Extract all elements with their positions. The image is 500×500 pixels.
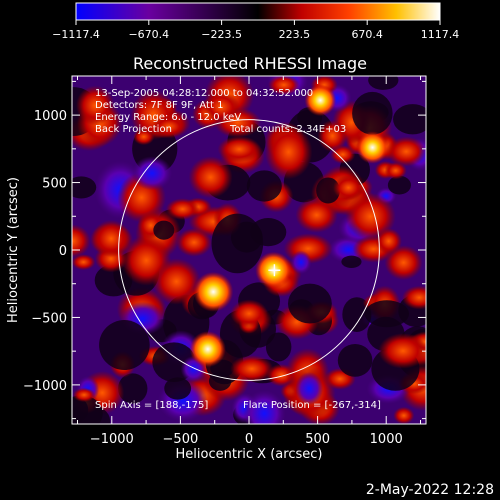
heatmap-warm-patch	[264, 124, 313, 180]
plot-timestamp: 2-May-2022 12:28	[366, 482, 494, 498]
colorbar-tick-label: 670.4	[351, 28, 383, 41]
heatmap-dark-patch	[265, 332, 292, 362]
heatmap-warm-patch	[75, 85, 115, 126]
annotation-method: Back Projection	[95, 124, 172, 135]
heatmap-warm-patch	[188, 156, 233, 199]
heatmap-dark-patch	[72, 395, 103, 424]
heatmap-warm-patch	[176, 228, 212, 257]
heatmap-dark-patch	[246, 170, 282, 202]
bright-source	[356, 131, 389, 164]
annotation-flare-position: Flare Position = [-267,-314]	[243, 400, 381, 411]
heatmap-cold-patch	[290, 250, 312, 275]
y-tick-label: 1000	[34, 109, 67, 124]
x-tick-label: 0	[245, 432, 253, 447]
annotation-block: 13-Sep-2005 04:28:12.000 to 04:32:52.000…	[95, 88, 381, 411]
colorbar-tick-label: −670.4	[128, 28, 169, 41]
x-tick-label: −500	[163, 432, 199, 447]
colorbar: −1117.4 −670.4 −223.5 223.5 670.4 1117.4	[52, 2, 459, 41]
annotation-time-range: 13-Sep-2005 04:28:12.000 to 04:32:52.000	[95, 88, 313, 99]
heatmap-dark-patch	[211, 213, 264, 274]
heatmap-warm-patch	[152, 115, 187, 138]
heatmap-dark-patch	[364, 300, 410, 328]
y-tick-label: −500	[31, 311, 67, 326]
heatmap-warm-patch	[165, 198, 200, 220]
heatmap-warm-patch	[91, 220, 131, 258]
x-tick-label: 500	[305, 432, 330, 447]
heatmap-warm-patch	[72, 224, 91, 258]
heatmap-dark-patch	[72, 176, 97, 199]
heatmap-dark-patch	[387, 175, 411, 195]
heatmap-warm-patch	[230, 355, 274, 383]
colorbar-tick-label: 223.5	[279, 28, 311, 41]
heatmap-cold-patch	[295, 371, 324, 406]
annotation-total-counts: Total counts: 2.34E+03	[229, 124, 346, 135]
heatmap-dark-patch	[287, 283, 332, 324]
heatmap-warm-patch	[378, 333, 426, 369]
heatmap-warm-patch	[384, 245, 423, 280]
y-tick-label: 0	[59, 244, 67, 259]
heatmap-dark-patch	[393, 104, 426, 135]
x-tick-label: −1000	[90, 432, 134, 447]
heatmap-dark-patch	[118, 373, 148, 404]
colorbar-tick-label: 1117.4	[421, 28, 460, 41]
y-tick-label: 500	[42, 177, 67, 192]
annotation-spin-axis: Spin Axis = [188,-175]	[95, 400, 208, 411]
heatmap-warm-patch	[133, 128, 155, 146]
annotation-detectors: Detectors: 7F 8F 9F, Att 1	[95, 100, 223, 111]
heatmap-warm-patch	[401, 285, 426, 310]
chart-title: Reconstructed RHESSI Image	[133, 54, 367, 73]
colorbar-tick-label: −223.5	[201, 28, 242, 41]
heatmap-cold-patch	[131, 156, 173, 191]
heatmap-dark-patch	[368, 76, 399, 90]
heatmap-dark-patch	[352, 91, 393, 135]
annotation-energy-range: Energy Range: 6.0 - 12.0 keV	[95, 112, 241, 123]
bright-source	[193, 271, 234, 312]
colorbar-ticks: −1117.4 −670.4 −223.5 223.5 670.4 1117.4	[52, 20, 459, 41]
heatmap-warm-patch	[217, 136, 261, 163]
bright-source	[189, 331, 226, 368]
y-tick-label: −1000	[23, 379, 67, 394]
heatmap-image	[72, 76, 426, 424]
heatmap-dark-patch	[164, 377, 192, 400]
heatmap-warm-patch	[202, 91, 240, 122]
heatmap-warm-patch	[384, 161, 407, 180]
heatmap-warm-patch	[72, 387, 96, 403]
colorbar-gradient	[75, 2, 441, 21]
heatmap-dark-patch	[153, 220, 175, 240]
axis-ticks: −1000 −500 0 500 1000 1000 500 0 −500 −1000	[23, 76, 426, 447]
heatmap-dark-patch	[341, 255, 362, 268]
solar-limb-circle	[118, 119, 380, 381]
y-axis-label: Heliocentric Y (arcsec)	[6, 177, 21, 323]
heatmap-dark-patch	[99, 320, 150, 371]
heatmap-warm-patch	[230, 299, 268, 328]
heatmap-warm-patch	[268, 76, 300, 96]
flare-position-marker	[268, 264, 281, 277]
heatmap-warm-patch	[345, 193, 396, 240]
heatmap-warm-patch	[386, 136, 426, 167]
bright-source	[304, 84, 337, 117]
plot-area: −1000 −500 0 500 1000 1000 500 0 −500 −1000	[23, 75, 427, 447]
heatmap-cold-patch	[243, 390, 286, 424]
heatmap-warm-patch	[393, 406, 415, 424]
heatmap-warm-patch	[332, 175, 364, 201]
heatmap-warm-patch	[72, 254, 96, 270]
colorbar-tick-label: −1117.4	[52, 28, 100, 41]
heatmap-dark-patch	[337, 343, 373, 377]
x-tick-label: 1000	[370, 432, 403, 447]
x-axis-label: Heliocentric X (arcsec)	[176, 447, 323, 462]
heatmap-warm-patch	[152, 258, 201, 305]
